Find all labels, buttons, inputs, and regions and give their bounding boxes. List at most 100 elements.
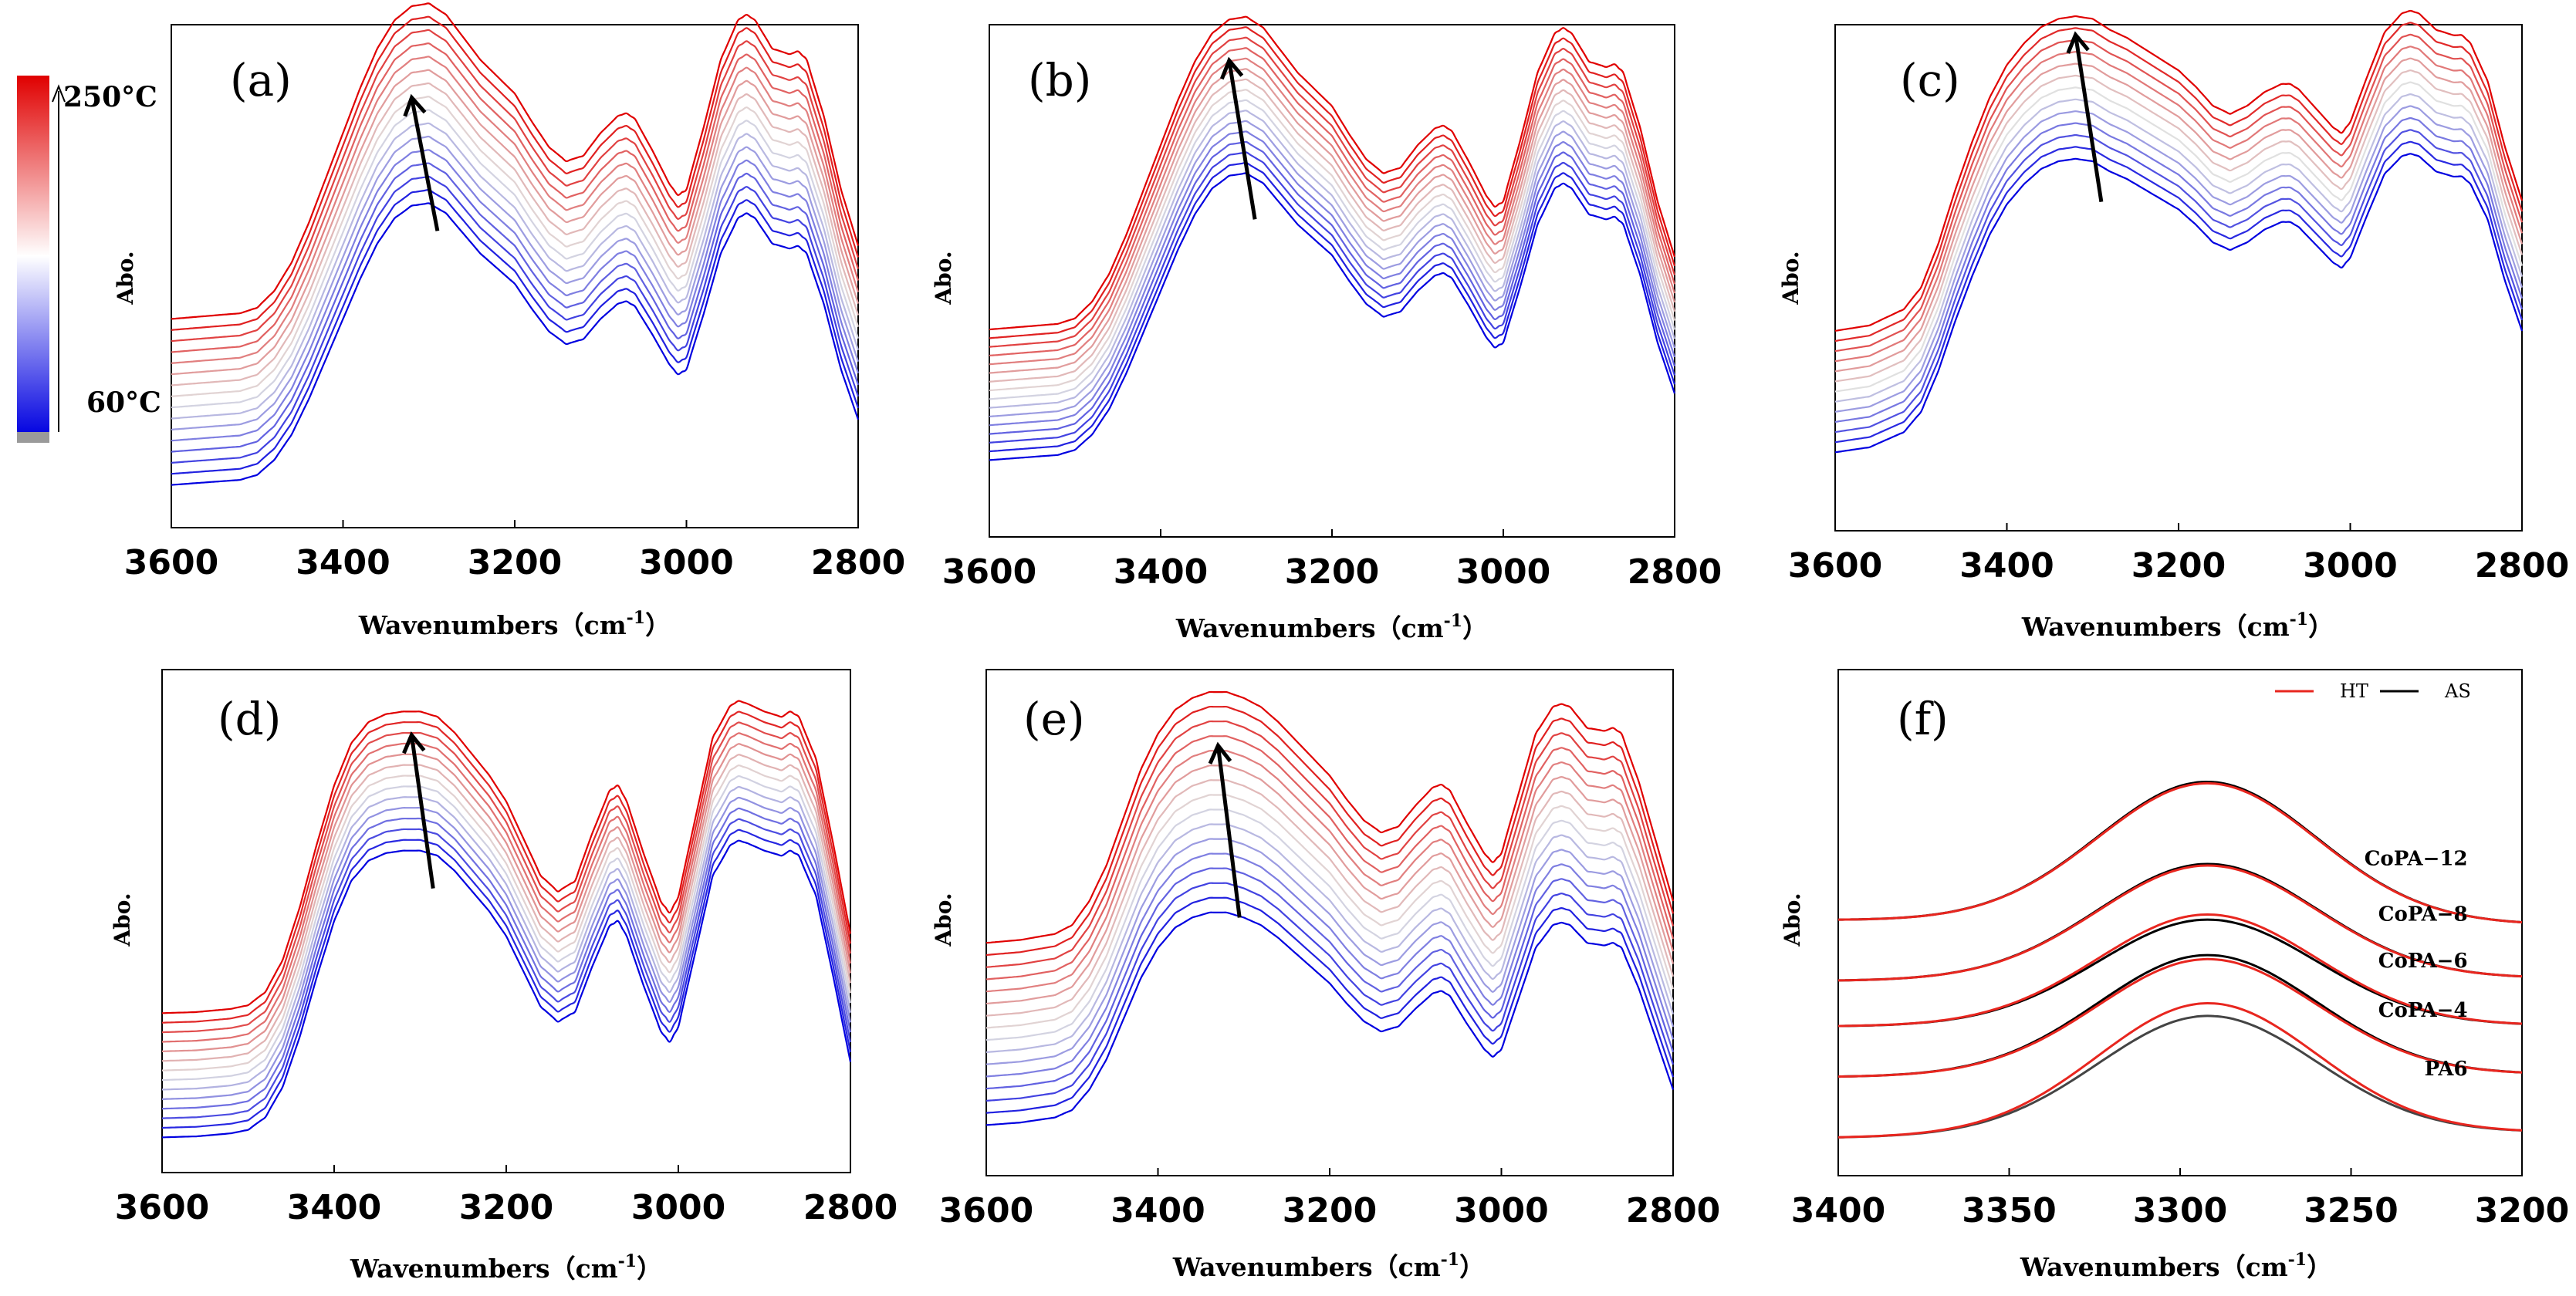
spectrum-line [989, 140, 1676, 435]
sample-label: CoPA−4 [2378, 999, 2468, 1022]
spectrum-line [989, 161, 1676, 453]
x-axis-title: Wavenumbers（cm-1） [2021, 609, 2334, 642]
sample-label: PA6 [2425, 1058, 2468, 1081]
spectrum-line [171, 2, 860, 320]
x-tick-label: 3000 [631, 1188, 725, 1227]
trend-arrow-head [1208, 741, 1232, 764]
spectrum-line [171, 96, 860, 397]
spectrum-line [985, 735, 1675, 980]
curves [985, 690, 1675, 1126]
spectrum-line [161, 839, 852, 1139]
spectrum-line [1834, 46, 2524, 363]
panel-d: 3600 3400 3200 3000 2800 (d) Abo. Wavenumber… [110, 669, 898, 1284]
spectrum-line [171, 189, 860, 475]
trend-arrow-line [1215, 745, 1242, 918]
y-axis-title: Abo. [1778, 251, 1804, 305]
spectrum-line [1834, 105, 2524, 413]
panel-a: 3600 3400 3200 3000 2800 (a) Abo. Wavenumber… [113, 2, 905, 640]
spectrum-line [171, 15, 860, 331]
y-axis-title: Abo. [113, 251, 138, 305]
trend-arrow [1219, 56, 1257, 220]
spectrum-line [985, 779, 1675, 1017]
trend-arrow-line [2074, 34, 2104, 202]
sample-label: CoPA−12 [2365, 848, 2468, 871]
panel-label: (f) [1897, 693, 1949, 745]
trend-arrow [403, 93, 440, 231]
panel-label: (a) [230, 54, 292, 106]
spectrum-line [171, 149, 860, 442]
panel-label: (b) [1028, 54, 1091, 106]
trend-arrow-head [2066, 31, 2090, 54]
curves [161, 700, 852, 1139]
spectrum-line [1834, 33, 2524, 353]
spectrum-line [161, 807, 852, 1110]
spectrum-line [1834, 57, 2524, 373]
trend-arrow [1208, 741, 1242, 918]
x-tick-label: 3350 [1962, 1191, 2056, 1230]
x-tick-label: 3300 [2133, 1191, 2227, 1230]
spectrum-line [161, 732, 852, 1043]
x-tick-label: 3000 [1456, 552, 1550, 592]
ht-spectrum-line [1837, 913, 2523, 1028]
x-tick-label: 3200 [459, 1188, 553, 1227]
x-axis-title: Wavenumbers（cm-1） [350, 1251, 662, 1284]
spectrum-line [1834, 129, 2524, 434]
x-tick-label: 3600 [1788, 546, 1882, 586]
trend-arrow-line [410, 97, 440, 231]
panel-c: 3600 3400 3200 3000 2800 (c) Abo. Wavenumber… [1778, 9, 2569, 642]
spectrum-line [161, 764, 852, 1072]
x-tick-label: 3200 [1285, 552, 1379, 592]
x-tick-label: 3250 [2304, 1191, 2398, 1230]
spectrum-line [171, 175, 860, 464]
spectrum-line [1834, 81, 2524, 393]
x-tick-label: 3400 [296, 543, 390, 582]
spectrum-line [985, 867, 1675, 1090]
spectrum-line [1834, 69, 2524, 383]
y-axis-title: Abo. [931, 251, 956, 305]
spectrum-line [161, 710, 852, 1024]
spectrum-line [171, 56, 860, 364]
x-tick-label: 3600 [115, 1188, 209, 1227]
panel-label: (e) [1023, 693, 1085, 745]
x-tick-label: 3200 [468, 543, 562, 582]
x-tick-label: 2800 [811, 543, 905, 582]
spectrum-line [989, 68, 1676, 374]
spectrum-line [989, 110, 1676, 409]
x-ticks: 3400 3350 3300 3250 3200 [1791, 1168, 2569, 1230]
colorbar-gradient [17, 76, 49, 437]
spectrum-line [171, 135, 860, 430]
x-tick-label: 3200 [1283, 1191, 1377, 1230]
spectrum-line [985, 750, 1675, 993]
x-axis-title: Wavenumbers（cm-1） [2020, 1250, 2332, 1282]
x-axis-title: Wavenumbers（cm-1） [358, 608, 671, 640]
spectrum-line [989, 15, 1676, 331]
panel-e: 3600 3400 3200 3000 2800 (e) Abo. Wavenumber… [931, 669, 1720, 1282]
spectrum-line [985, 720, 1675, 968]
x-tick-label: 3000 [1454, 1191, 1548, 1230]
x-tick-label: 3600 [124, 543, 218, 582]
spectrum-line [1834, 140, 2524, 444]
x-tick-label: 3400 [1959, 546, 2054, 586]
ht-spectrum-line [1837, 864, 2523, 982]
spectrum-line [989, 120, 1676, 418]
spectrum-line [985, 882, 1675, 1102]
spectrum-line [161, 743, 852, 1052]
spectrum-line [989, 26, 1676, 339]
spectrum-line [989, 78, 1676, 383]
spectrum-line [985, 764, 1675, 1005]
legend-ht-label: HT [2340, 680, 2368, 702]
x-tick-label: 3200 [2131, 546, 2226, 586]
x-tick-label: 2800 [803, 1188, 898, 1227]
x-tick-label: 2800 [1628, 552, 1722, 592]
spectrum-line [171, 202, 860, 486]
colorbar-top-label: 250°C [63, 81, 157, 113]
x-tick-label: 3400 [1791, 1191, 1885, 1230]
trend-arrow-line [1227, 60, 1257, 220]
spectrum-line [171, 122, 860, 420]
spectrum-line [171, 29, 860, 343]
colorbar-foot [17, 432, 49, 443]
colorbar-bottom-label: 60°C [86, 386, 161, 419]
x-tick-label: 3600 [939, 1191, 1033, 1230]
spectrum-line [171, 69, 860, 376]
x-tick-label: 3200 [2475, 1191, 2569, 1230]
